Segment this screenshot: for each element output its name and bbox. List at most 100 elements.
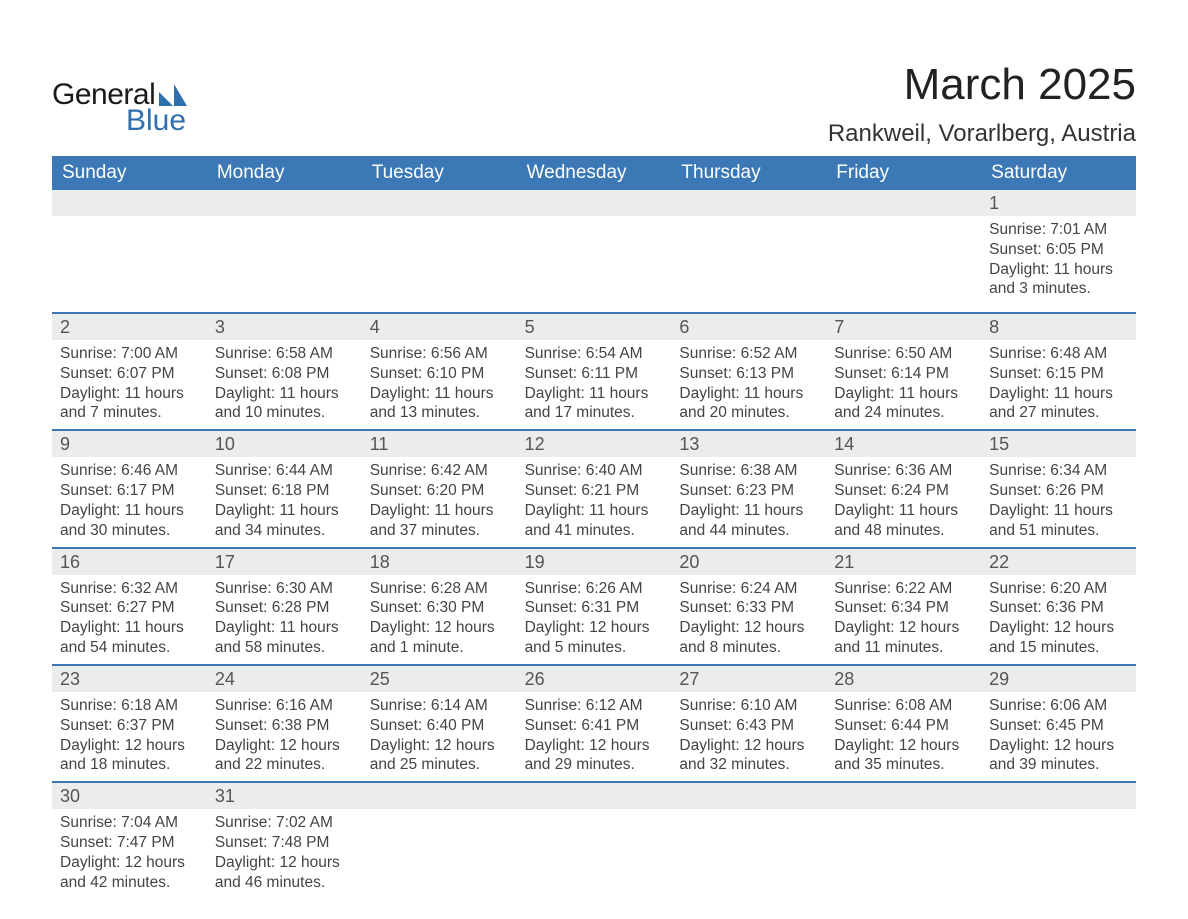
day-number-cell: 26 [517,666,672,692]
daylight-text-1: Daylight: 12 hours [989,618,1128,638]
daylight-text-1: Daylight: 12 hours [989,736,1128,756]
daylight-text-2: and 15 minutes. [989,638,1128,658]
day-details-cell: Sunrise: 6:22 AMSunset: 6:34 PMDaylight:… [826,575,981,664]
day-details-cell [52,216,207,312]
day-number-cell: 6 [671,314,826,340]
sunset-text: Sunset: 6:14 PM [834,364,973,384]
weekday-header-cell: Saturday [981,156,1136,190]
sunset-text: Sunset: 6:36 PM [989,598,1128,618]
sunset-text: Sunset: 6:23 PM [679,481,818,501]
daylight-text-1: Daylight: 11 hours [525,501,664,521]
daylight-text-1: Daylight: 12 hours [679,618,818,638]
day-number-cell [517,190,672,216]
sunrise-text: Sunrise: 6:20 AM [989,579,1128,599]
sunset-text: Sunset: 6:26 PM [989,481,1128,501]
day-details-cell: Sunrise: 6:44 AMSunset: 6:18 PMDaylight:… [207,457,362,546]
day-details-cell: Sunrise: 6:24 AMSunset: 6:33 PMDaylight:… [671,575,826,664]
daylight-text-2: and 20 minutes. [679,403,818,423]
sunset-text: Sunset: 6:28 PM [215,598,354,618]
day-number-row: 1 [52,190,1136,216]
daylight-text-1: Daylight: 12 hours [215,736,354,756]
day-number-cell: 15 [981,431,1136,457]
daylight-text-2: and 34 minutes. [215,521,354,541]
sunrise-text: Sunrise: 6:18 AM [60,696,199,716]
daylight-text-1: Daylight: 12 hours [834,618,973,638]
day-number-cell: 1 [981,190,1136,216]
day-number-cell [826,190,981,216]
logo: General Blue [52,50,187,138]
daylight-text-2: and 44 minutes. [679,521,818,541]
sunset-text: Sunset: 6:43 PM [679,716,818,736]
sunrise-text: Sunrise: 6:10 AM [679,696,818,716]
sunset-text: Sunset: 7:48 PM [215,833,354,853]
day-details-cell: Sunrise: 6:54 AMSunset: 6:11 PMDaylight:… [517,340,672,429]
sunrise-text: Sunrise: 6:50 AM [834,344,973,364]
daylight-text-2: and 42 minutes. [60,873,199,893]
daylight-text-1: Daylight: 11 hours [834,384,973,404]
day-number-cell [362,190,517,216]
daylight-text-1: Daylight: 11 hours [215,384,354,404]
sunset-text: Sunset: 6:13 PM [679,364,818,384]
day-number-cell: 20 [671,549,826,575]
sunrise-text: Sunrise: 7:04 AM [60,813,199,833]
day-details-cell: Sunrise: 6:42 AMSunset: 6:20 PMDaylight:… [362,457,517,546]
day-details-cell [826,216,981,312]
day-number-cell [671,783,826,809]
day-details-cell: Sunrise: 6:38 AMSunset: 6:23 PMDaylight:… [671,457,826,546]
day-number-cell: 9 [52,431,207,457]
day-number-row: 16171819202122 [52,547,1136,575]
month-title: March 2025 [828,60,1136,110]
daylight-text-2: and 29 minutes. [525,755,664,775]
calendar-page: General Blue March 2025 Rankweil, Vorarl… [0,0,1188,919]
daylight-text-2: and 13 minutes. [370,403,509,423]
day-details-cell: Sunrise: 6:12 AMSunset: 6:41 PMDaylight:… [517,692,672,781]
calendar-grid: SundayMondayTuesdayWednesdayThursdayFrid… [52,156,1136,899]
sunrise-text: Sunrise: 6:34 AM [989,461,1128,481]
day-details-row: Sunrise: 6:32 AMSunset: 6:27 PMDaylight:… [52,575,1136,664]
location-subtitle: Rankweil, Vorarlberg, Austria [828,120,1136,148]
sunset-text: Sunset: 6:27 PM [60,598,199,618]
sunrise-text: Sunrise: 6:52 AM [679,344,818,364]
day-number-cell [362,783,517,809]
day-details-cell: Sunrise: 6:20 AMSunset: 6:36 PMDaylight:… [981,575,1136,664]
day-details-cell [671,809,826,898]
daylight-text-2: and 25 minutes. [370,755,509,775]
sunrise-text: Sunrise: 6:08 AM [834,696,973,716]
day-number-cell: 16 [52,549,207,575]
daylight-text-1: Daylight: 12 hours [60,853,199,873]
sunset-text: Sunset: 6:40 PM [370,716,509,736]
daylight-text-1: Daylight: 11 hours [834,501,973,521]
sunrise-text: Sunrise: 6:46 AM [60,461,199,481]
day-details-row: Sunrise: 7:00 AMSunset: 6:07 PMDaylight:… [52,340,1136,429]
sunset-text: Sunset: 6:17 PM [60,481,199,501]
sunrise-text: Sunrise: 6:16 AM [215,696,354,716]
weekday-header-row: SundayMondayTuesdayWednesdayThursdayFrid… [52,156,1136,190]
weekday-header-cell: Wednesday [517,156,672,190]
daylight-text-2: and 22 minutes. [215,755,354,775]
daylight-text-1: Daylight: 11 hours [989,501,1128,521]
day-details-cell: Sunrise: 6:50 AMSunset: 6:14 PMDaylight:… [826,340,981,429]
day-number-cell: 21 [826,549,981,575]
daylight-text-1: Daylight: 12 hours [370,736,509,756]
daylight-text-2: and 35 minutes. [834,755,973,775]
daylight-text-1: Daylight: 11 hours [370,384,509,404]
daylight-text-1: Daylight: 11 hours [525,384,664,404]
day-details-cell [207,216,362,312]
day-number-row: 9101112131415 [52,429,1136,457]
sunset-text: Sunset: 6:08 PM [215,364,354,384]
day-number-cell: 27 [671,666,826,692]
daylight-text-2: and 3 minutes. [989,279,1128,299]
title-block: March 2025 Rankweil, Vorarlberg, Austria [828,50,1136,148]
daylight-text-2: and 41 minutes. [525,521,664,541]
sunrise-text: Sunrise: 6:28 AM [370,579,509,599]
day-details-cell [826,809,981,898]
logo-triangle-icon [159,84,187,106]
page-header: General Blue March 2025 Rankweil, Vorarl… [52,50,1136,148]
day-number-cell: 25 [362,666,517,692]
daylight-text-2: and 18 minutes. [60,755,199,775]
daylight-text-2: and 39 minutes. [989,755,1128,775]
day-number-cell: 4 [362,314,517,340]
daylight-text-2: and 7 minutes. [60,403,199,423]
daylight-text-1: Daylight: 12 hours [525,736,664,756]
day-details-cell: Sunrise: 7:04 AMSunset: 7:47 PMDaylight:… [52,809,207,898]
